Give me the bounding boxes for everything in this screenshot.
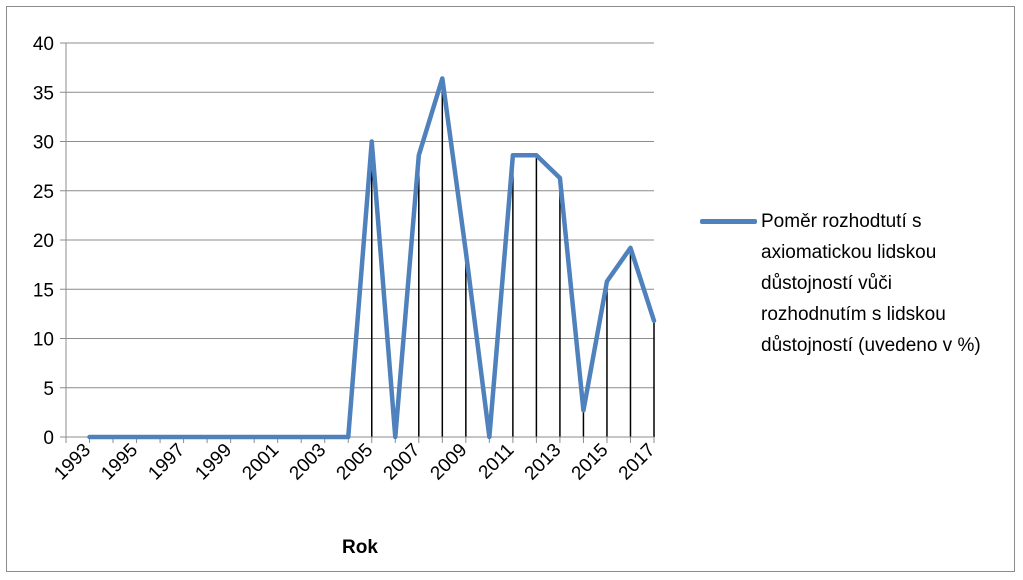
legend: Poměr rozhodtutí s axiomatickou lidskou … xyxy=(700,206,1000,361)
y-tick-label: 25 xyxy=(33,182,54,203)
legend-swatch xyxy=(700,219,757,224)
x-tick-label: 2003 xyxy=(286,440,331,485)
x-tick-label: 2007 xyxy=(380,440,425,485)
drop-lines xyxy=(371,78,655,437)
y-tick-label: 40 xyxy=(33,34,54,55)
x-axis-title: Rok xyxy=(342,537,378,558)
x-tick-label: 1993 xyxy=(50,440,95,485)
x-tick-label: 1997 xyxy=(144,440,189,485)
y-tick-labels: 0 5 10 15 20 25 30 35 40 xyxy=(33,34,54,449)
y-tick-label: 35 xyxy=(33,83,54,104)
y-tick-label: 10 xyxy=(33,330,54,351)
series-line xyxy=(87,76,657,440)
y-tick-label: 5 xyxy=(43,379,54,400)
y-tick-label: 20 xyxy=(33,231,54,252)
x-tick-label: 2009 xyxy=(427,440,472,485)
y-tick-label: 0 xyxy=(43,428,54,449)
x-tick-labels: 1993 1995 1997 1999 2001 2003 2005 2007 2009 2011… xyxy=(50,440,659,485)
x-tick-label: 2011 xyxy=(475,440,519,484)
y-tick-label: 30 xyxy=(33,133,54,154)
x-tick-label: 2017 xyxy=(615,440,660,485)
y-tick-label: 15 xyxy=(33,280,54,301)
x-tick-label: 2013 xyxy=(521,440,566,485)
x-tick-label: 2001 xyxy=(238,440,283,485)
x-tick-label: 1999 xyxy=(191,440,236,485)
x-tick-label: 2005 xyxy=(333,440,378,485)
x-tick-label: 1995 xyxy=(97,440,142,485)
x-tick-label: 2015 xyxy=(568,440,613,485)
series-line-path xyxy=(87,76,657,440)
legend-label: Poměr rozhodtutí s axiomatickou lidskou … xyxy=(761,211,981,356)
